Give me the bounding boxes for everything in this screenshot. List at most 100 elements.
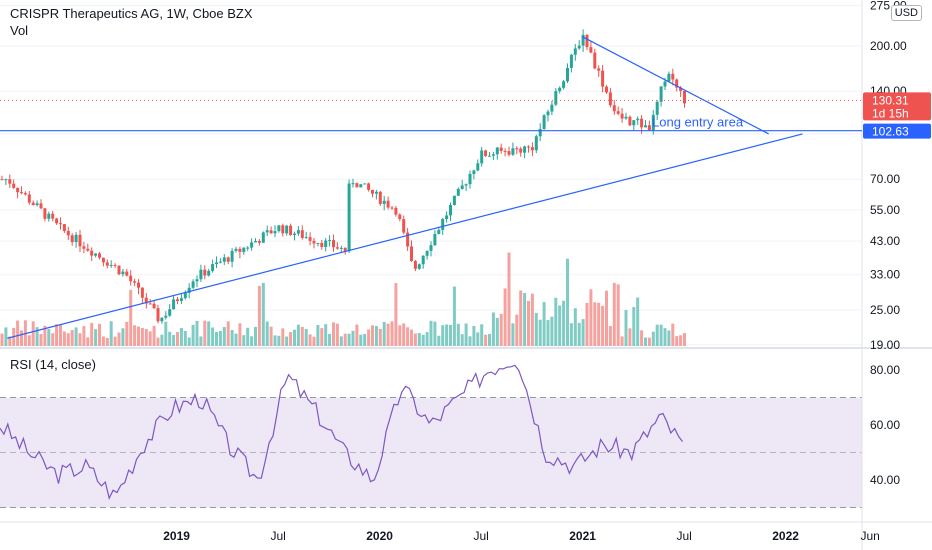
candle-body xyxy=(101,257,105,263)
volume-bar xyxy=(300,326,304,346)
candle-body xyxy=(417,264,421,269)
volume-bar xyxy=(226,321,230,346)
volume-bar xyxy=(484,334,488,346)
candle-body xyxy=(628,116,632,126)
candle-body xyxy=(35,203,39,206)
descending-trendline xyxy=(582,36,769,135)
volume-bar xyxy=(421,334,425,346)
candle-body xyxy=(324,240,328,247)
volume-bar xyxy=(433,321,437,346)
candle-body xyxy=(47,213,51,219)
candle-body xyxy=(183,292,187,299)
candle-body xyxy=(226,257,230,262)
candle-body xyxy=(152,303,156,309)
candle-body xyxy=(308,237,312,241)
candle-body xyxy=(351,183,355,185)
volume-bar xyxy=(4,327,8,346)
price-tick-label: 19.00 xyxy=(870,338,900,352)
candle-body xyxy=(105,262,109,266)
volume-bar xyxy=(8,336,12,346)
candle-body xyxy=(484,150,488,157)
volume-bar xyxy=(569,323,573,346)
volume-bar xyxy=(647,337,651,346)
volume-bar xyxy=(316,324,320,346)
volume-bar xyxy=(78,333,82,346)
volume-bar xyxy=(593,302,597,346)
rsi-tick-label: 60.00 xyxy=(870,418,900,432)
volume-bar xyxy=(523,292,527,346)
volume-bar xyxy=(351,330,355,346)
candle-body xyxy=(195,279,199,282)
candle-body xyxy=(199,269,203,280)
volume-bar xyxy=(215,331,218,346)
volume-bar xyxy=(55,324,59,346)
candle-body xyxy=(242,247,246,252)
candle-body xyxy=(441,219,445,230)
volume-bar xyxy=(16,320,20,346)
volume-bar xyxy=(62,331,66,346)
candle-body xyxy=(374,191,378,194)
candle-body xyxy=(616,111,620,114)
candle-body xyxy=(335,247,339,249)
currency-button[interactable]: USD xyxy=(890,5,922,21)
volume-group xyxy=(0,252,686,346)
candle-body xyxy=(78,234,82,247)
candle-body xyxy=(51,213,55,219)
volume-bar xyxy=(117,332,121,346)
volume-bar xyxy=(562,300,566,346)
candle-body xyxy=(406,232,410,247)
candle-body xyxy=(581,34,585,46)
candle-body xyxy=(503,150,507,152)
volume-bar xyxy=(160,334,164,346)
volume-bar xyxy=(683,333,686,346)
volume-bar xyxy=(281,328,285,346)
candle-body xyxy=(238,248,242,252)
volume-bar xyxy=(398,325,402,346)
volume-bar xyxy=(527,301,530,346)
volume-bar xyxy=(601,305,605,346)
candle-body xyxy=(27,194,31,203)
volume-bar xyxy=(121,328,125,346)
candle-body xyxy=(218,261,222,263)
candle-body xyxy=(90,250,94,256)
candle-body xyxy=(632,120,636,126)
candle-body xyxy=(74,234,78,243)
time-tick-label: Jul xyxy=(676,529,691,543)
candle-body xyxy=(293,233,296,236)
candle-body xyxy=(125,271,129,276)
candle-body xyxy=(593,52,597,69)
candle-body xyxy=(117,265,121,275)
candle-body xyxy=(597,68,601,71)
candle-body xyxy=(566,67,569,82)
volume-bar xyxy=(105,337,109,346)
time-tick-label: Jun xyxy=(861,529,880,543)
candle-body xyxy=(398,214,402,220)
candle-body xyxy=(378,191,382,204)
last-price-badge-text: 1d 15h xyxy=(872,106,909,120)
volume-bar xyxy=(172,335,176,346)
level-price-badge xyxy=(863,123,931,139)
volume-bar xyxy=(445,324,449,346)
candle-body xyxy=(304,237,308,239)
candle-body xyxy=(546,111,550,116)
candle-body xyxy=(679,87,683,91)
candle-body xyxy=(164,315,168,318)
time-tick-label: 2019 xyxy=(163,529,190,543)
volume-bar xyxy=(515,314,519,346)
volume-bar xyxy=(367,329,371,346)
long-entry-annotation: Long entry area xyxy=(652,115,744,130)
volume-bar xyxy=(66,333,70,346)
volume-bar xyxy=(558,305,562,346)
candle-body xyxy=(148,303,152,305)
volume-bar xyxy=(495,317,499,346)
volume-label: Vol xyxy=(10,23,29,38)
volume-bar xyxy=(257,285,261,346)
volume-bar xyxy=(261,282,265,346)
candle-body xyxy=(538,128,542,137)
price-tick-label: 70.00 xyxy=(870,172,900,186)
candle-body xyxy=(624,116,628,119)
candle-body xyxy=(519,148,523,153)
volume-bar xyxy=(355,324,359,346)
